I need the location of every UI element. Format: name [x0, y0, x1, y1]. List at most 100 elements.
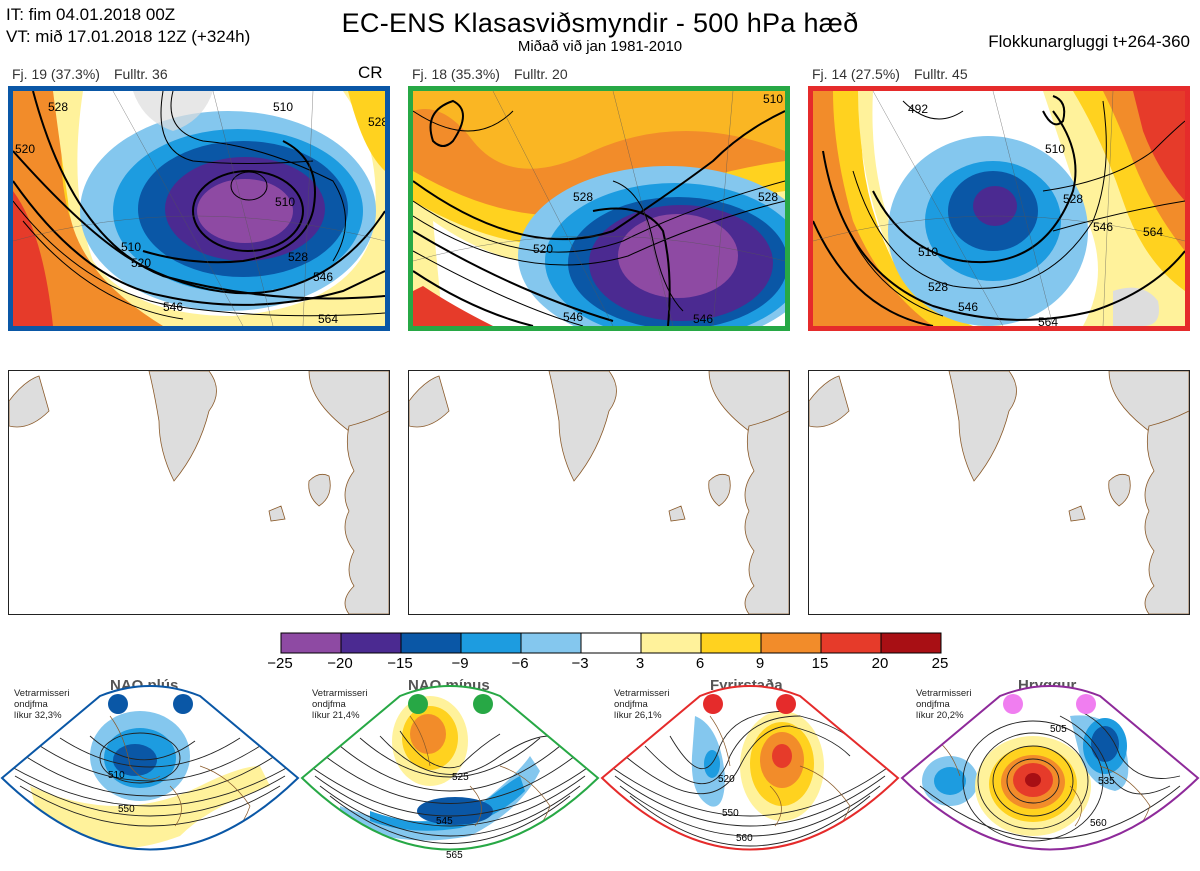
- regime-dot: [703, 694, 723, 714]
- regime-note-line: ondjfma: [916, 699, 950, 710]
- cluster-3-rep: Fulltr. 45: [913, 66, 968, 82]
- regime-note-line: ondjfma: [614, 699, 648, 710]
- regime-note: Vetrarmisseri ondjfma líkur 32,3%: [14, 688, 69, 721]
- cluster-1-rep: Fulltr. 36: [113, 66, 168, 82]
- cluster-window: Flokkunargluggi t+264-360: [988, 32, 1190, 51]
- colorbar-tick: −25: [267, 655, 293, 672]
- contour-label: 560: [736, 833, 753, 844]
- cluster-3-blank-map: [808, 370, 1190, 615]
- contour-label: 528: [368, 115, 385, 129]
- colorbar-tick: −9: [451, 655, 469, 672]
- colorbar-swatch: [880, 632, 942, 654]
- header-times: IT: fim 04.01.2018 00Z VT: mið 17.01.201…: [6, 4, 250, 48]
- regime-blocking: Vetrarmisseri ondjfma líkur 26,1% Fyrirs…: [600, 676, 900, 871]
- regime-note-line: Vetrarmisseri: [916, 688, 972, 699]
- contour-label: 510: [275, 195, 295, 209]
- cluster-2-rep: Fulltr. 20: [513, 66, 568, 82]
- regime-note-line: Vetrarmisseri: [14, 688, 70, 699]
- contour-label: 510: [763, 92, 783, 106]
- regime-note-line: ondjfma: [14, 699, 48, 710]
- contour-label: 510: [918, 245, 938, 259]
- colorbar-tick: 9: [755, 655, 765, 672]
- colorbar-tick: 25: [931, 655, 949, 672]
- regime-note-line: Vetrarmisseri: [312, 688, 368, 699]
- cluster-2-blank-map: [408, 370, 790, 615]
- regime-dot: [108, 694, 128, 714]
- regime-note-line: líkur 26,1%: [614, 710, 662, 721]
- contour-label: 545: [436, 816, 453, 827]
- contour-label: 528: [928, 280, 948, 294]
- regime-dot: [173, 694, 193, 714]
- contour-label: 528: [48, 100, 68, 114]
- colorbar-swatch: [520, 632, 582, 654]
- colorbar-swatch: [400, 632, 462, 654]
- cluster-1-tag: CR: [358, 63, 383, 82]
- contour-label: 535: [1098, 776, 1115, 787]
- regime-note: Vetrarmisseri ondjfma líkur 20,2%: [916, 688, 971, 721]
- regime-dot: [1003, 694, 1023, 714]
- page-subtitle: Miðað við jan 1981-2010: [517, 38, 683, 55]
- init-time: IT: fim 04.01.2018 00Z: [6, 5, 176, 24]
- contour-label: 546: [1093, 220, 1113, 234]
- contour-label: 546: [313, 270, 333, 284]
- contour-label: 564: [318, 312, 338, 326]
- contour-label: 492: [908, 102, 928, 116]
- contour-label: 546: [163, 300, 183, 314]
- contour-label: 525: [452, 772, 469, 783]
- cluster-2-map: 528 520 546 528 546 510: [408, 86, 790, 331]
- regime-nao-minus: Vetrarmisseri ondjfma líkur 21,4% NAO mí…: [300, 676, 600, 871]
- regime-note: Vetrarmisseri ondjfma líkur 26,1%: [614, 688, 669, 721]
- colorbar-tick: −20: [327, 655, 353, 672]
- cluster-3-percent: Fj. 14 (27.5%): [812, 66, 900, 82]
- valid-time: VT: mið 17.01.2018 12Z (+324h): [6, 27, 251, 46]
- contour-label: 520: [15, 142, 35, 156]
- colorbar-tick: −3: [571, 655, 589, 672]
- contour-label: 565: [446, 850, 463, 861]
- colorbar-tick: −6: [511, 655, 529, 672]
- cluster-1-percent: Fj. 19 (37.3%): [12, 66, 100, 82]
- contour-label: 528: [573, 190, 593, 204]
- colorbar-tick: 6: [695, 655, 705, 672]
- contour-label: 528: [288, 250, 308, 264]
- cluster-1-map: 510 510 520 528 546 564 520 546 510 528 …: [8, 86, 390, 331]
- regime-dot: [1076, 694, 1096, 714]
- contour-label: 510: [273, 100, 293, 114]
- colorbar: [280, 632, 944, 659]
- regime-note-line: ondjfma: [312, 699, 346, 710]
- regime-dot: [776, 694, 796, 714]
- colorbar-swatch: [460, 632, 522, 654]
- regime-nao-plus: Vetrarmisseri ondjfma líkur 32,3% NAO pl…: [0, 676, 300, 871]
- regime-note-line: líkur 21,4%: [312, 710, 360, 721]
- contour-label: 505: [1050, 724, 1067, 735]
- colorbar-swatch: [760, 632, 822, 654]
- contour-label: 520: [131, 256, 151, 270]
- page-title: EC-ENS Klasasviðsmyndir - 500 hPa hæð: [341, 8, 859, 38]
- contour-label: 550: [118, 804, 135, 815]
- colorbar-swatch: [820, 632, 882, 654]
- contour-label: 528: [758, 190, 778, 204]
- colorbar-swatch: [700, 632, 762, 654]
- cluster-3-label: Fj. 14 (27.5%) Fulltr. 45: [812, 66, 982, 82]
- colorbar-swatch: [340, 632, 402, 654]
- contour-label: 550: [722, 808, 739, 819]
- contour-label: 564: [1038, 315, 1058, 326]
- contour-label: 520: [718, 774, 735, 785]
- colorbar-tick: 3: [635, 655, 645, 672]
- contour-label: 510: [121, 240, 141, 254]
- contour-label: 510: [1045, 142, 1065, 156]
- regime-dot: [473, 694, 493, 714]
- colorbar-ticks: −25 −20 −15 −9 −6 −3 3 6 9 15 20 25: [260, 655, 960, 675]
- colorbar-tick: 20: [871, 655, 889, 672]
- colorbar-swatch: [280, 632, 342, 654]
- regime-ridge: Vetrarmisseri ondjfma líkur 20,2% Hryggu…: [900, 676, 1200, 871]
- contour-label: 546: [958, 300, 978, 314]
- colorbar-swatch: [580, 632, 642, 654]
- colorbar-swatch: [640, 632, 702, 654]
- contour-label: 560: [1090, 818, 1107, 829]
- cluster-1-blank-map: [8, 370, 390, 615]
- regime-dot: [408, 694, 428, 714]
- contour-label: 520: [533, 242, 553, 256]
- contour-label: 564: [1143, 225, 1163, 239]
- cluster-2-label: Fj. 18 (35.3%) Fulltr. 20: [412, 66, 582, 82]
- cluster-3-map: 492 510 528 510 528 546 546 564 564: [808, 86, 1190, 331]
